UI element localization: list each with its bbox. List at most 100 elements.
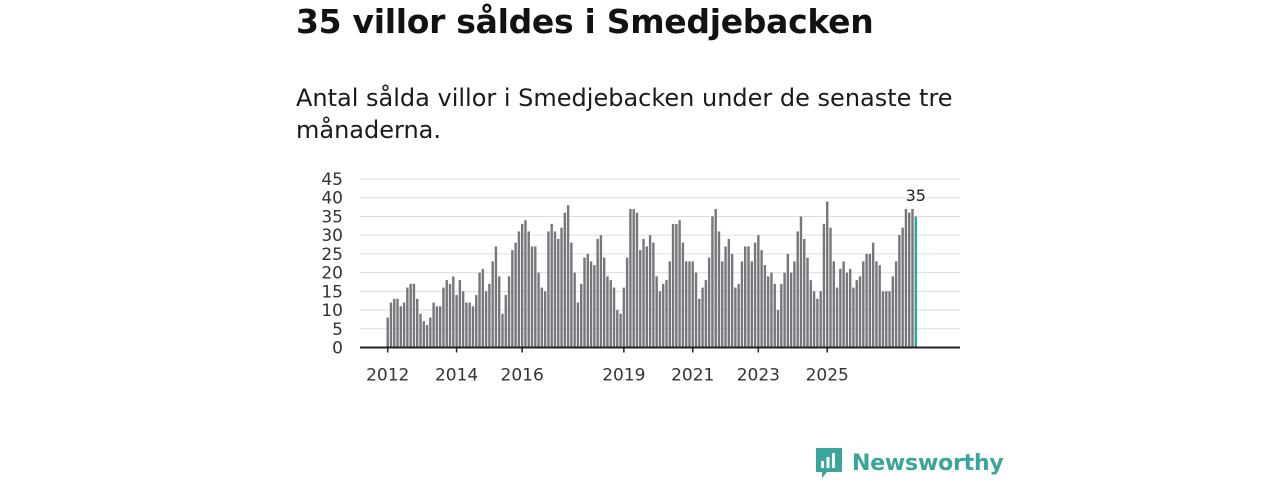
bar: [662, 283, 665, 348]
bar: [511, 250, 514, 348]
bar: [678, 220, 681, 348]
bar: [501, 313, 504, 348]
bar: [566, 205, 570, 348]
bar: [688, 261, 691, 348]
bar: [898, 235, 901, 348]
x-tick-label: 2019: [602, 366, 645, 386]
x-tick-label: 2025: [806, 366, 849, 386]
bar: [701, 287, 704, 348]
x-tick-label: 2012: [366, 366, 409, 386]
x-tick-label: 2016: [501, 366, 544, 386]
bar: [438, 306, 442, 348]
bar: [494, 246, 498, 348]
y-tick-label: 30: [321, 226, 343, 246]
bar: [826, 201, 829, 348]
y-tick-label: 20: [321, 264, 343, 284]
bar: [448, 283, 452, 348]
bar: [606, 276, 609, 348]
bar: [432, 302, 435, 348]
bar: [845, 272, 849, 348]
bar: [517, 231, 521, 348]
bar: [721, 261, 724, 348]
bar: [803, 238, 806, 348]
bar: [658, 291, 662, 348]
bar: [514, 242, 517, 348]
bar: [452, 276, 455, 348]
bar: [757, 235, 760, 348]
bar: [668, 261, 671, 348]
bar: [744, 246, 747, 348]
bar: [891, 276, 895, 348]
bar: [386, 317, 389, 348]
y-tick-label: 25: [321, 245, 343, 265]
bar: [530, 246, 534, 348]
bar: [488, 283, 491, 348]
bar: [885, 291, 888, 348]
bar: [698, 298, 701, 348]
bar: [871, 242, 875, 348]
bar: [809, 280, 813, 348]
brand-logo: Newsworthy: [814, 446, 1004, 480]
bar: [589, 261, 593, 348]
bar: [455, 295, 458, 348]
x-tick-label: 2014: [435, 366, 478, 386]
bar: [714, 208, 717, 348]
bar: [773, 283, 776, 348]
bar: [894, 261, 898, 348]
bar: [399, 306, 403, 348]
bar: [422, 321, 425, 348]
bar: [471, 306, 475, 348]
newsworthy-logo-icon: [816, 448, 842, 478]
bar: [412, 283, 416, 348]
bar: [832, 261, 835, 348]
bar: [760, 250, 763, 348]
x-axis-ticks: 2012 2014 2016 2019 2021 2023 2025: [366, 347, 849, 386]
bar: [465, 302, 468, 348]
bar: [645, 246, 649, 348]
bar: [747, 246, 750, 348]
bar: [724, 246, 727, 348]
bar: [753, 242, 757, 348]
bar: [445, 280, 448, 348]
bar: [734, 287, 737, 348]
bar: [540, 287, 544, 348]
bar: [468, 302, 471, 348]
bar: [776, 310, 780, 348]
bar: [865, 253, 868, 348]
bar: [681, 242, 685, 348]
bar: [586, 253, 589, 348]
bar: [822, 223, 826, 348]
bar: [461, 291, 465, 348]
bar: [520, 223, 524, 348]
bar: [619, 313, 622, 348]
bar: [478, 272, 481, 348]
bar: [393, 298, 396, 348]
bar: [694, 272, 698, 348]
bar: [481, 268, 485, 348]
bar: [911, 208, 914, 348]
highlight-bar: [914, 216, 917, 348]
bar: [537, 272, 540, 348]
bar: [786, 253, 790, 348]
bar: [442, 287, 445, 348]
bar: [560, 227, 563, 348]
bar: [625, 257, 629, 348]
bar: [458, 280, 462, 348]
brand-name: Newsworthy: [852, 450, 1004, 476]
bar: [622, 287, 626, 348]
bar: [737, 283, 740, 348]
bar: [665, 280, 668, 348]
bar: [730, 253, 734, 348]
bar: [534, 246, 537, 348]
bar: [691, 261, 694, 348]
bar: [835, 287, 839, 348]
bar: [504, 295, 507, 348]
bar: [419, 313, 422, 348]
bar: [839, 268, 842, 348]
bar: [557, 238, 560, 348]
bar: [475, 295, 478, 348]
bar: [648, 235, 652, 348]
bar: [684, 261, 688, 348]
bar: [524, 220, 527, 348]
bar: [707, 257, 711, 348]
